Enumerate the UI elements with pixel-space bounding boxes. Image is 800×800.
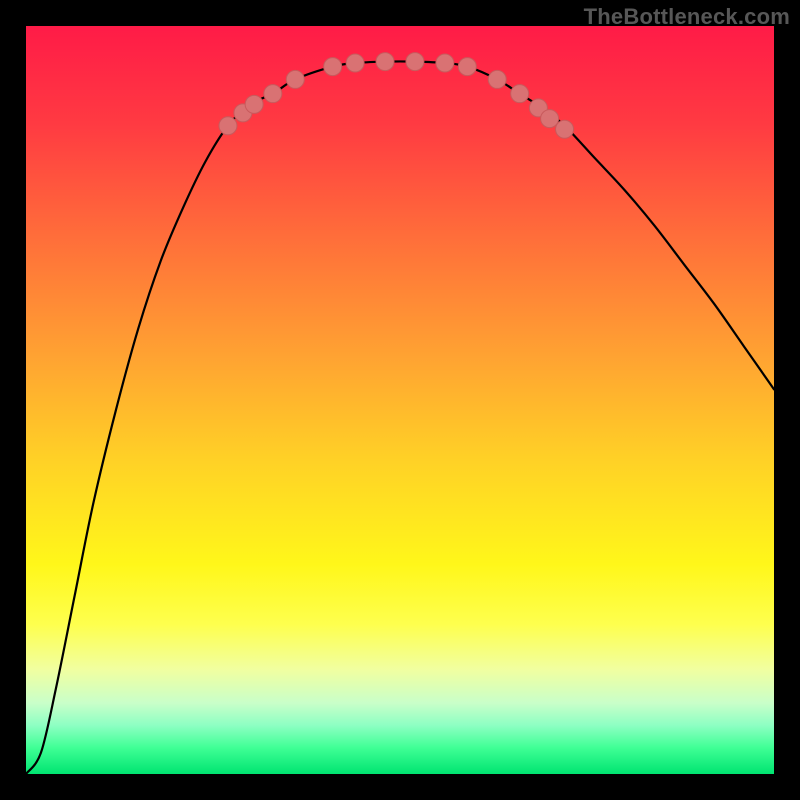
curve-marker <box>541 110 559 128</box>
curve-marker <box>488 70 506 88</box>
plot-area <box>26 26 774 774</box>
curve-marker <box>264 85 282 103</box>
gradient-background <box>26 26 774 774</box>
curve-marker <box>219 117 237 135</box>
curve-marker <box>346 54 364 72</box>
curve-marker <box>406 53 424 71</box>
bottleneck-curve-chart <box>26 26 774 774</box>
watermark-text: TheBottleneck.com <box>584 4 790 30</box>
curve-marker <box>245 95 263 113</box>
curve-marker <box>436 54 454 72</box>
curve-marker <box>376 53 394 71</box>
chart-frame: TheBottleneck.com <box>0 0 800 800</box>
curve-marker <box>511 85 529 103</box>
curve-marker <box>556 120 574 138</box>
curve-marker <box>458 58 476 76</box>
curve-marker <box>324 58 342 76</box>
curve-marker <box>286 70 304 88</box>
